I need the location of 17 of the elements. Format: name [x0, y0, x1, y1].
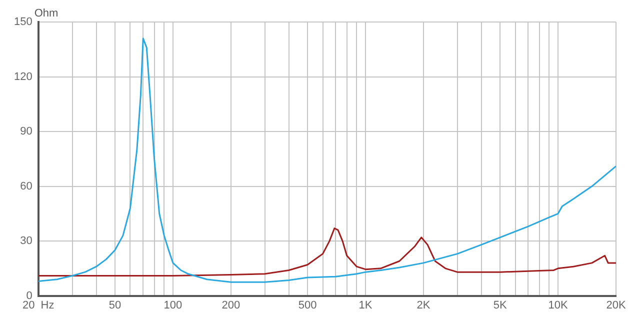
x-tick-label: 20K	[606, 299, 626, 312]
x-tick-label: 50	[108, 299, 122, 312]
x-tick-label: 20 Hz	[22, 299, 54, 312]
y-tick-label: 120	[14, 70, 32, 83]
x-tick-label: 2K	[416, 299, 431, 312]
x-tick-label: 500	[298, 299, 317, 312]
y-tick-label: 0	[26, 290, 32, 302]
x-tick-label: 1K	[358, 299, 373, 312]
x-tick-label: 100	[164, 299, 182, 312]
x-tick-label: 200	[222, 299, 240, 312]
x-tick-label: 5K	[493, 299, 508, 312]
y-tick-label: 90	[20, 126, 32, 138]
y-tick-label: 60	[20, 180, 32, 192]
y-tick-label: 150	[14, 16, 32, 28]
x-tick-label: 10K	[548, 299, 568, 312]
y-axis-title: Ohm	[34, 8, 58, 20]
y-tick-label: 30	[20, 235, 32, 248]
